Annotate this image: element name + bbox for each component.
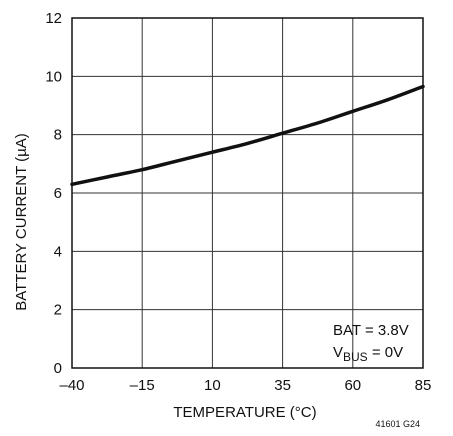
- x-tick-label: –40: [59, 377, 84, 394]
- figure-code: 41601 G24: [375, 419, 420, 429]
- annotation-vbus-v: V: [333, 344, 343, 361]
- grid: [71, 17, 424, 369]
- x-tick-label: 85: [415, 377, 432, 394]
- y-tick-labels: 0 2 4 6 8 10 12: [45, 10, 62, 377]
- y-tick-label: 0: [54, 360, 62, 377]
- y-tick-label: 12: [45, 10, 62, 27]
- x-axis-label: TEMPERATURE (°C): [173, 404, 316, 421]
- y-tick-label: 8: [54, 127, 62, 144]
- plot-frame: [71, 17, 424, 369]
- x-tick-label: 10: [204, 377, 221, 394]
- x-tick-label: 35: [274, 377, 291, 394]
- series-line: [70, 84, 425, 187]
- y-tick-label: 4: [54, 243, 62, 260]
- y-tick-label: 10: [45, 68, 62, 85]
- annotation-vbus-rest: = 0V: [368, 344, 403, 361]
- y-axis-label: BATTERY CURRENT (µA): [13, 133, 30, 311]
- y-tick-label: 2: [54, 302, 62, 319]
- y-tick-label: 6: [54, 185, 62, 202]
- annotation-vbus: VBUS = 0V: [333, 344, 403, 364]
- annotation-bat: BAT = 3.8V: [333, 322, 409, 339]
- x-tick-labels: –40 –15 10 35 60 85: [59, 377, 431, 394]
- x-tick-label: 60: [344, 377, 361, 394]
- x-tick-label: –15: [130, 377, 155, 394]
- annotation-vbus-sub: BUS: [343, 350, 368, 364]
